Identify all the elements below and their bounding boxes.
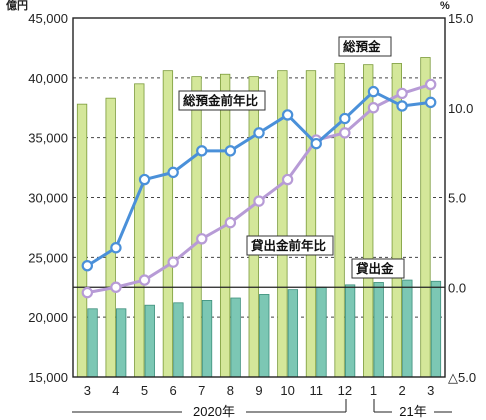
x-tick-label: 3 bbox=[427, 383, 434, 398]
loans-yoy-point bbox=[367, 102, 380, 114]
left-tick-label: 15,000 bbox=[28, 370, 68, 385]
label-deposits-yoy-text: 総預金前年比 bbox=[183, 93, 259, 108]
bar-loans bbox=[116, 308, 127, 378]
axis-ticks: 15,000 20,000 25,000 30,000 35,000 40,000 45,0… bbox=[28, 11, 476, 398]
x-tick-label: 7 bbox=[198, 383, 205, 398]
loans-yoy-point bbox=[281, 173, 294, 186]
label-loans-text: 貸出金 bbox=[356, 261, 394, 276]
deposits-yoy-point bbox=[424, 96, 437, 109]
bar-loans bbox=[344, 284, 356, 378]
right-tick-label: △5.0 bbox=[448, 370, 476, 385]
bar-total-deposits bbox=[334, 63, 345, 378]
loans-yoy-point bbox=[224, 216, 237, 229]
loans-yoy-point bbox=[167, 256, 179, 268]
deposits-yoy-point bbox=[81, 260, 94, 272]
right-tick-label: 10.0 bbox=[448, 101, 473, 116]
deposits-yoy-point bbox=[196, 145, 208, 157]
right-tick-label: 0.0 bbox=[448, 280, 466, 295]
label-box bbox=[351, 258, 405, 279]
deposits-yoy-point bbox=[339, 112, 351, 125]
left-tick-label: 45,000 bbox=[28, 11, 68, 26]
label-box bbox=[178, 90, 266, 111]
bar-total-deposits bbox=[105, 97, 116, 378]
label-deposits-yoy: 総預金前年比 bbox=[178, 90, 266, 111]
label-loans: 貸出金 bbox=[351, 258, 405, 279]
left-tick-label: 40,000 bbox=[28, 71, 68, 86]
period-2021: 21年 bbox=[373, 399, 452, 419]
deposits-yoy-point bbox=[110, 242, 122, 254]
x-tick-label: 11 bbox=[309, 383, 323, 398]
x-tick-label: 6 bbox=[170, 383, 177, 398]
period-2020: 2020年 bbox=[72, 399, 347, 419]
period-2021-label: 21年 bbox=[399, 404, 426, 419]
bar-loans bbox=[201, 300, 213, 378]
deposits-yoy-point bbox=[224, 145, 237, 157]
bar-loans bbox=[373, 282, 384, 378]
loans-yoy-point bbox=[81, 286, 94, 299]
period-2020-label: 2020年 bbox=[193, 404, 235, 419]
x-tick-label: 8 bbox=[227, 383, 234, 398]
bar-loans bbox=[173, 302, 184, 378]
label-loans-yoy-text: 貸出金前年比 bbox=[251, 238, 327, 253]
bar-total-deposits bbox=[162, 70, 174, 378]
series-lines bbox=[81, 78, 437, 299]
bar-loans bbox=[259, 294, 270, 378]
plot-frame bbox=[72, 17, 446, 378]
x-tick-label: 10 bbox=[280, 383, 294, 398]
bar-loans bbox=[316, 286, 327, 378]
loans-yoy-point bbox=[424, 78, 437, 91]
loans-yoy-point bbox=[110, 281, 122, 293]
bar-loans bbox=[287, 289, 299, 378]
loans-yoy-point bbox=[253, 195, 265, 207]
deposits-yoy-point bbox=[138, 173, 151, 186]
deposits-yoy-point bbox=[367, 85, 380, 98]
loans-yoy-point bbox=[138, 274, 151, 286]
bar-total-deposits bbox=[248, 76, 259, 378]
deposits-yoy-point bbox=[253, 127, 265, 139]
x-tick-label: 9 bbox=[255, 383, 262, 398]
bar-loans bbox=[144, 304, 155, 378]
left-axis-unit: 億円 bbox=[6, 0, 28, 12]
label-box bbox=[338, 36, 392, 57]
deposits-yoy-point bbox=[167, 166, 179, 179]
bar-loans bbox=[230, 297, 241, 378]
label-box bbox=[246, 235, 334, 256]
x-tick-label: 4 bbox=[112, 383, 119, 398]
x-tick-label: 12 bbox=[338, 383, 352, 398]
left-tick-label: 30,000 bbox=[28, 191, 68, 206]
left-tick-label: 25,000 bbox=[28, 250, 68, 265]
deposits-yoy-point bbox=[281, 109, 294, 121]
bar-total-deposits bbox=[191, 76, 202, 378]
deposits-yoy-point bbox=[396, 100, 408, 112]
left-tick-label: 20,000 bbox=[28, 310, 68, 325]
bar-loans bbox=[402, 279, 413, 378]
label-total-deposits-text: 総預金 bbox=[343, 39, 381, 54]
x-tick-label: 5 bbox=[141, 383, 148, 398]
x-tick-label: 2 bbox=[398, 383, 405, 398]
deposits-yoy-point bbox=[310, 137, 322, 150]
right-tick-label: 5.0 bbox=[448, 191, 466, 206]
loans-yoy-point bbox=[339, 127, 351, 139]
bar-total-deposits bbox=[134, 83, 145, 378]
loans-yoy-point bbox=[196, 233, 208, 245]
x-tick-label: 3 bbox=[84, 383, 91, 398]
left-tick-label: 35,000 bbox=[28, 131, 68, 146]
label-loans-yoy: 貸出金前年比 bbox=[246, 235, 334, 256]
right-axis-unit: % bbox=[440, 0, 450, 12]
bar-total-deposits bbox=[305, 70, 317, 378]
bar-loans bbox=[430, 280, 442, 378]
bar-loans bbox=[87, 308, 98, 378]
bar-total-deposits bbox=[76, 103, 88, 378]
right-tick-label: 15.0 bbox=[448, 11, 473, 26]
x-tick-label: 1 bbox=[370, 383, 377, 398]
label-total-deposits: 総預金 bbox=[338, 36, 392, 57]
loans-yoy-point bbox=[396, 87, 408, 100]
